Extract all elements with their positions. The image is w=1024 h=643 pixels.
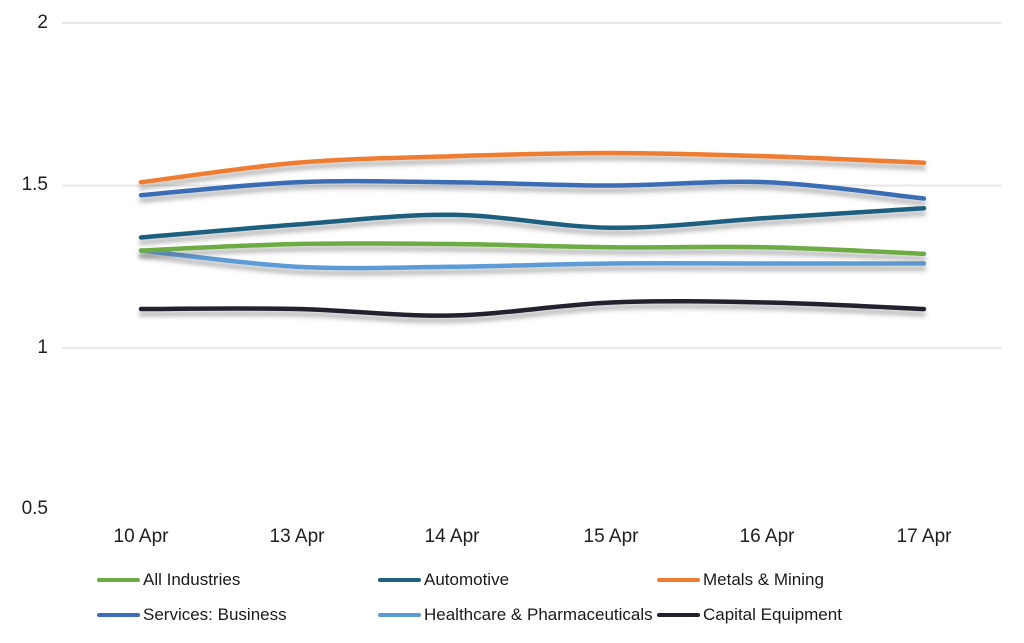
legend-item-metals-mining: Metals & Mining [657, 570, 824, 590]
x-axis-tick-label: 16 Apr [739, 526, 795, 547]
legend-label: Capital Equipment [703, 605, 842, 624]
x-axis-tick-label: 14 Apr [424, 526, 480, 547]
x-axis-tick-label: 17 Apr [896, 526, 952, 547]
legend-swatch-healthcare-pharmaceuticals [378, 612, 421, 618]
legend-item-services-business: Services: Business [97, 605, 287, 625]
legend-label: Automotive [424, 570, 510, 589]
y-axis-tick-label: 0.5 [21, 498, 48, 519]
series-line-capital-equipment [138, 299, 927, 318]
y-axis-tick-label: 2 [37, 12, 48, 33]
series-line-services-business [138, 178, 927, 201]
legend-item-all-industries: All Industries [97, 570, 240, 590]
y-axis-tick-label: 1 [37, 337, 48, 358]
legend-item-capital-equipment: Capital Equipment [657, 605, 842, 625]
legend-label: Services: Business [143, 605, 287, 624]
legend-swatch-capital-equipment [657, 612, 700, 618]
series-line-metals-mining [138, 150, 927, 185]
series-line-all-industries [138, 241, 927, 256]
legend-swatch-services-business [97, 612, 140, 618]
series-line-healthcare-pharmaceuticals [138, 248, 927, 271]
x-axis-tick-label: 10 Apr [113, 526, 169, 547]
legend-item-healthcare-pharmaceuticals: Healthcare & Pharmaceuticals [378, 605, 653, 625]
legend-label: All Industries [143, 570, 241, 589]
x-axis-tick-label: 15 Apr [583, 526, 639, 547]
series-line-automotive [138, 206, 927, 240]
legend-label: Metals & Mining [703, 570, 824, 589]
legend-label: Healthcare & Pharmaceuticals [424, 605, 653, 624]
series-lines [138, 150, 927, 318]
legend-item-automotive: Automotive [378, 570, 509, 590]
legend-swatch-all-industries [97, 577, 140, 583]
x-axis-tick-label: 13 Apr [269, 526, 325, 547]
legend-swatch-metals-mining [657, 577, 700, 583]
legend-swatch-automotive [378, 577, 421, 583]
y-axis-tick-label: 1.5 [21, 174, 48, 195]
